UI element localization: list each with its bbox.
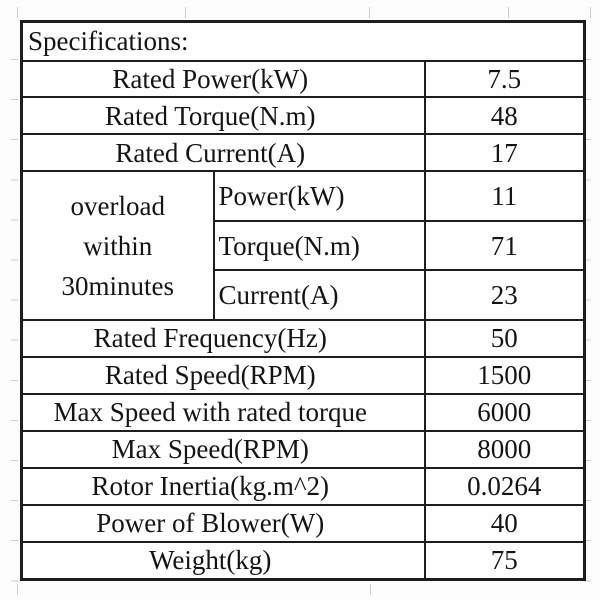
overload-sub-label: Power(kW) (212, 170, 426, 222)
spec-label: Rated Frequency(Hz) (20, 319, 426, 358)
spec-label: Rated Current(A) (20, 133, 426, 173)
overload-group-cell: overload within 30minutes (20, 170, 215, 322)
spec-value: 1500 (423, 356, 586, 395)
scan-tick (369, 7, 370, 18)
spec-value: 23 (423, 269, 586, 322)
scan-tick (590, 7, 591, 18)
table-row: Rated Power(kW) 7.5 (20, 59, 586, 99)
table-row: Rated Speed(RPM) 1500 (20, 356, 586, 395)
spec-value: 40 (423, 503, 586, 543)
scan-tick-strip-left (11, 59, 18, 583)
overload-line: overload (70, 190, 165, 221)
table-row: Power of Blower(W) 40 (20, 503, 586, 543)
table-row: Rated Current(A) 17 (20, 133, 586, 173)
overload-line: 30minutes (61, 270, 175, 301)
scan-tick (17, 584, 18, 595)
spec-label: Weight(kg) (20, 540, 426, 581)
spec-value: 71 (423, 219, 586, 272)
spec-value: 0.0264 (423, 466, 586, 506)
spec-label: Rated Torque(N.m) (20, 96, 426, 136)
table-row: overload within 30minutes Power(kW) 11 (20, 170, 586, 322)
scan-tick-strip-right (584, 59, 591, 583)
spec-value: 11 (423, 170, 586, 222)
spec-value: 7.5 (423, 59, 586, 99)
scan-tick (185, 7, 186, 18)
table-title: Specifications: (20, 20, 586, 62)
spec-value: 6000 (423, 392, 586, 432)
table-row: Rated Torque(N.m) 48 (20, 96, 586, 136)
scan-tick (370, 584, 371, 595)
table-row: Max Speed(RPM) 8000 (20, 429, 586, 469)
table-row: Current(A) 23 (22, 269, 586, 322)
table-row: Max Speed with rated torque 6000 (20, 392, 586, 432)
spec-label: Rated Power(kW) (20, 59, 426, 99)
spec-value: 50 (423, 319, 586, 358)
spec-label: Power of Blower(W) (20, 503, 426, 543)
spec-value: 48 (423, 96, 586, 136)
specifications-table: Specifications: Rated Power(kW) 7.5 Rate… (20, 20, 586, 581)
scan-tick (17, 7, 18, 18)
spec-value: 17 (423, 133, 586, 173)
spec-label: Rotor Inertia(kg.m^2) (20, 466, 426, 506)
spec-value: 75 (423, 540, 586, 581)
scan-tick (508, 7, 509, 18)
overload-sub-label: Torque(N.m) (212, 219, 426, 272)
spec-value: 8000 (423, 429, 586, 469)
table-row: Torque(N.m) 71 (22, 219, 586, 272)
overload-sub-label: Current(A) (212, 269, 426, 322)
table-row: Weight(kg) 75 (20, 540, 586, 581)
spec-label: Rated Speed(RPM) (20, 356, 426, 395)
spec-label: Max Speed with rated torque (20, 392, 426, 432)
table-row: Specifications: (20, 20, 586, 62)
spec-label: Max Speed(RPM) (20, 429, 426, 469)
table-row: Rated Frequency(Hz) 50 (20, 319, 586, 358)
table-row: Rotor Inertia(kg.m^2) 0.0264 (20, 466, 586, 506)
overload-line: within (83, 230, 153, 261)
